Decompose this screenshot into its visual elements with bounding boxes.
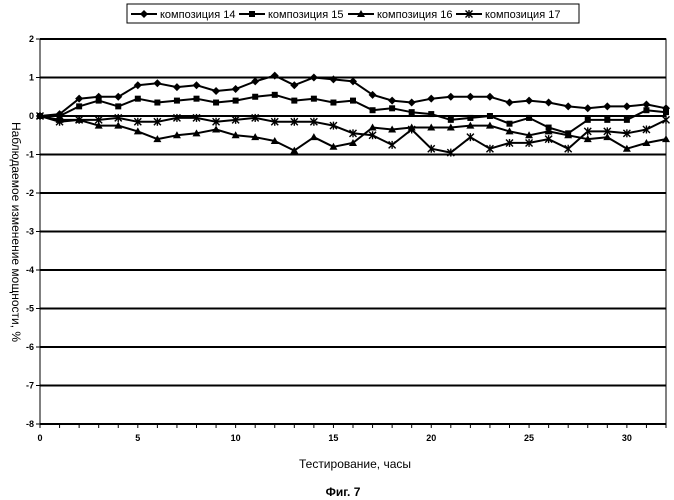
data-point-2 (389, 105, 395, 111)
legend-marker-2 (249, 11, 255, 17)
data-point-2 (213, 100, 219, 106)
data-point-2 (604, 117, 610, 123)
data-point-2 (115, 103, 121, 109)
legend: композиция 14 композиция 15 композиция 16 к… (127, 4, 579, 23)
data-point-2 (76, 103, 82, 109)
data-point-2 (428, 111, 434, 117)
data-point-2 (174, 98, 180, 104)
data-point-2 (96, 98, 102, 104)
y-tick-label: -7 (26, 381, 34, 391)
y-tick-label: -6 (26, 342, 34, 352)
data-point-2 (370, 107, 376, 113)
data-point-2 (448, 117, 454, 123)
data-point-1 (173, 83, 181, 91)
data-point-4 (467, 133, 474, 141)
data-point-2 (507, 121, 513, 127)
data-point-2 (252, 94, 258, 100)
data-point-1 (290, 81, 298, 89)
x-tick-label: 30 (622, 433, 632, 443)
data-point-2 (350, 98, 356, 104)
data-point-1 (388, 97, 396, 105)
data-point-2 (585, 117, 591, 123)
data-point-1 (310, 74, 318, 82)
data-point-1 (232, 85, 240, 93)
y-tick-label: -3 (26, 227, 34, 237)
data-point-3 (212, 125, 220, 132)
y-tick-label: -1 (26, 150, 34, 160)
data-point-1 (408, 99, 416, 107)
data-point-2 (154, 100, 160, 106)
x-tick-label: 25 (524, 433, 534, 443)
y-axis-ticks: 2 1 0 -1 -2 -3 -4 -5 -6 -7 -8 (26, 34, 40, 429)
data-point-2 (135, 96, 141, 102)
data-point-2 (643, 107, 649, 113)
data-point-2 (330, 100, 336, 106)
data-point-4 (389, 141, 396, 149)
data-point-2 (467, 115, 473, 121)
legend-label-2: композиция 15 (268, 9, 343, 21)
data-point-1 (193, 81, 201, 89)
x-axis-ticks: 0 5 10 15 20 25 30 (37, 424, 666, 443)
y-tick-label: 2 (29, 34, 34, 44)
data-point-1 (251, 77, 259, 85)
data-point-1 (427, 95, 435, 103)
data-point-1 (486, 93, 494, 101)
y-tick-label: 0 (29, 111, 34, 121)
x-tick-label: 10 (231, 433, 241, 443)
data-point-1 (623, 102, 631, 110)
data-point-1 (153, 79, 161, 87)
data-point-1 (603, 102, 611, 110)
y-tick-label: -4 (26, 265, 34, 275)
x-axis-label: Тестирование, часы (299, 457, 411, 471)
data-point-2 (194, 96, 200, 102)
gridlines (40, 39, 666, 424)
x-tick-label: 0 (37, 433, 42, 443)
legend-label-4: композиция 17 (485, 9, 560, 21)
data-point-1 (447, 93, 455, 101)
data-point-2 (291, 98, 297, 104)
y-tick-label: -5 (26, 304, 34, 314)
data-point-2 (311, 96, 317, 102)
y-tick-label: -8 (26, 419, 34, 429)
data-point-4 (565, 145, 572, 153)
data-point-2 (487, 113, 493, 119)
data-point-3 (662, 135, 670, 142)
y-tick-label: 1 (29, 73, 34, 83)
figure-caption: Фиг. 7 (326, 485, 361, 499)
data-point-1 (584, 104, 592, 112)
data-point-1 (506, 99, 514, 107)
data-point-1 (525, 97, 533, 105)
data-point-1 (114, 93, 122, 101)
x-tick-label: 20 (426, 433, 436, 443)
data-point-3 (310, 133, 318, 140)
data-point-2 (663, 109, 669, 115)
data-point-1 (466, 93, 474, 101)
legend-label-3: композиция 16 (377, 9, 452, 21)
data-point-2 (409, 109, 415, 115)
x-tick-label: 15 (328, 433, 338, 443)
legend-label-1: композиция 14 (160, 9, 235, 21)
y-axis-label: Наблюдаемое изменение мощности, % (9, 122, 23, 342)
data-point-2 (526, 115, 532, 121)
data-point-1 (545, 99, 553, 107)
x-tick-label: 5 (135, 433, 140, 443)
y-tick-label: -2 (26, 188, 34, 198)
data-point-4 (663, 116, 670, 124)
data-point-2 (233, 98, 239, 104)
data-point-1 (212, 87, 220, 95)
data-point-1 (564, 102, 572, 110)
data-point-2 (272, 92, 278, 98)
data-point-2 (624, 117, 630, 123)
